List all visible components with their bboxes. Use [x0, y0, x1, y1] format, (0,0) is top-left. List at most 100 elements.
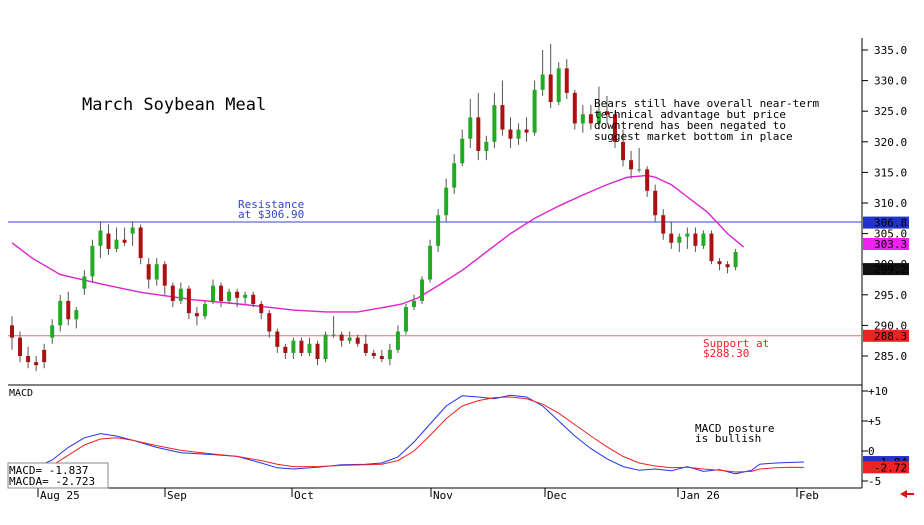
- candle-body: [259, 303, 264, 314]
- candle-body: [604, 111, 609, 115]
- candle: [588, 105, 593, 130]
- candle-body: [42, 349, 47, 363]
- candle-body: [26, 356, 31, 363]
- value-tag-bg: [863, 461, 909, 474]
- candle: [580, 105, 585, 133]
- candle-body: [299, 340, 304, 353]
- x-tick-label: Nov: [433, 489, 453, 502]
- candle-body: [90, 245, 95, 277]
- candle-body: [452, 163, 457, 188]
- candle: [219, 282, 224, 308]
- y-tick-label: 315.0: [874, 166, 907, 179]
- candle-body: [194, 313, 199, 317]
- candle-body: [733, 251, 738, 268]
- candle-body: [50, 325, 55, 338]
- macd-panel-title: MACD: [9, 388, 33, 399]
- date-axis-ticks: Aug 25 Sep Oct Nov Dec Jan 26 Feb: [37, 488, 819, 502]
- candle: [371, 349, 376, 360]
- commentary-text: Bears still have overall near-term techni…: [594, 97, 820, 143]
- candle: [412, 294, 416, 311]
- candle-body: [669, 233, 674, 243]
- candle: [10, 316, 14, 350]
- candle: [556, 62, 561, 106]
- candle: [227, 288, 232, 304]
- candle: [339, 331, 344, 347]
- candle-body: [403, 307, 408, 332]
- y-tick-label: 310.0: [874, 197, 907, 210]
- candle: [548, 43, 553, 109]
- candle-body: [645, 169, 650, 191]
- candle: [452, 154, 457, 194]
- candle-body: [588, 114, 593, 124]
- candle-body: [540, 74, 545, 90]
- candle-body: [580, 114, 585, 124]
- candle: [572, 89, 577, 130]
- y-tick-label: 320.0: [874, 136, 907, 149]
- candle-body: [202, 303, 207, 317]
- candle: [299, 337, 304, 356]
- candle: [403, 303, 408, 335]
- moving-average-layer: [11, 174, 745, 313]
- candle-body: [428, 245, 433, 280]
- candle: [42, 343, 47, 369]
- candle-body: [677, 236, 682, 243]
- candle-body: [82, 276, 87, 289]
- candle: [524, 117, 529, 142]
- candle: [26, 346, 31, 369]
- candle-body: [291, 340, 296, 353]
- candle-body: [170, 285, 175, 301]
- macd-tick-label: +10: [868, 385, 888, 398]
- candle-body: [500, 105, 505, 130]
- readout-macda: MACDA= -2.723: [9, 475, 95, 488]
- candle-body: [516, 129, 521, 139]
- candle: [235, 288, 240, 308]
- macd-series: [11, 394, 804, 475]
- candle-body: [154, 264, 159, 280]
- candle: [709, 230, 714, 265]
- x-tick-label: Aug 25: [40, 489, 80, 502]
- candle-body: [18, 337, 23, 356]
- y-tick-label: 335.0: [874, 44, 907, 57]
- candle: [387, 343, 392, 366]
- arrow-left-icon[interactable]: [900, 490, 914, 498]
- candle: [18, 331, 23, 363]
- candle: [685, 227, 690, 249]
- candle: [669, 221, 674, 249]
- price-levels: [8, 221, 862, 337]
- candle-body: [251, 294, 256, 304]
- candle: [653, 184, 658, 222]
- candle-body: [412, 300, 416, 308]
- candle: [307, 337, 312, 356]
- value-tag: 299.2: [863, 263, 909, 276]
- candle: [516, 123, 521, 145]
- x-tick-label: Dec: [547, 489, 567, 502]
- candle-body: [484, 141, 489, 151]
- candle: [323, 331, 328, 363]
- candle: [66, 291, 71, 326]
- candle-body: [146, 264, 151, 280]
- candle-body: [74, 310, 79, 320]
- candle: [725, 261, 730, 274]
- readout-box: [7, 462, 109, 489]
- candle-body: [709, 233, 714, 262]
- candle-body: [613, 114, 617, 142]
- candle: [701, 230, 706, 249]
- y-tick-label: 325.0: [874, 105, 907, 118]
- candle: [508, 117, 513, 148]
- value-tag: 288.3: [863, 329, 909, 343]
- candle: [347, 331, 352, 344]
- x-tick-label: Sep: [167, 489, 187, 502]
- macd-line: [11, 394, 804, 475]
- candle: [363, 334, 368, 356]
- candle-body: [114, 239, 119, 249]
- candle: [717, 258, 722, 271]
- candle: [379, 349, 384, 363]
- candle-body: [10, 325, 14, 338]
- candle: [677, 233, 682, 252]
- candle-body: [323, 334, 328, 360]
- value-tag: -2.72: [863, 461, 909, 474]
- candle-body: [685, 233, 690, 237]
- macd-axis-ticks: +10 +5 0 -5: [862, 385, 888, 488]
